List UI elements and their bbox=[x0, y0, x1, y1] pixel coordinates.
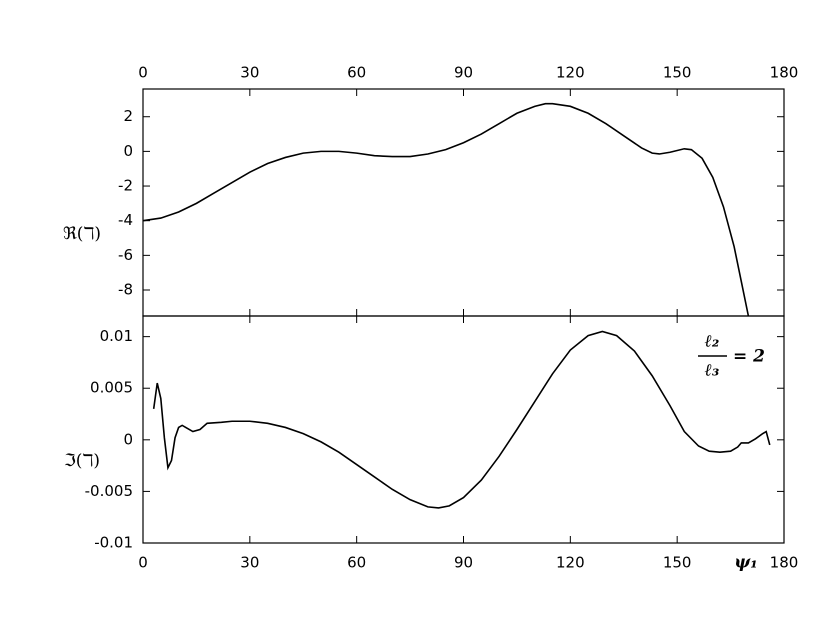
plot-frame bbox=[142, 88, 785, 317]
y-tick-label: -0.005 bbox=[85, 482, 133, 500]
x-tick-label: 90 bbox=[454, 64, 473, 82]
x-tick-label: 30 bbox=[240, 554, 259, 572]
y-tick-label: 0 bbox=[123, 142, 133, 160]
x-tick-label: 60 bbox=[347, 554, 366, 572]
line-series bbox=[142, 102, 750, 317]
plot-frame bbox=[142, 315, 785, 544]
x-tick-label: 150 bbox=[663, 554, 692, 572]
y-axis-label: ℜ(ℸ) bbox=[63, 224, 101, 244]
x-tick-label: 60 bbox=[347, 64, 366, 82]
y-tick-label: -4 bbox=[118, 211, 133, 229]
x-tick-label: 0 bbox=[138, 64, 148, 82]
x-tick-label: 90 bbox=[454, 554, 473, 572]
x-axis-label: ψ₁ bbox=[734, 553, 757, 573]
x-tick-label: 120 bbox=[556, 64, 585, 82]
x-tick-label: 0 bbox=[138, 554, 148, 572]
annotation-text: = 2 bbox=[733, 347, 765, 367]
x-tick-label: 180 bbox=[770, 554, 799, 572]
y-tick-label: -2 bbox=[118, 177, 133, 195]
line-series bbox=[152, 330, 771, 509]
y-tick-label: -0.01 bbox=[94, 534, 133, 552]
x-tick-label: 150 bbox=[663, 64, 692, 82]
x-tick-label: 180 bbox=[770, 64, 799, 82]
annotation-denominator: ℓ₃ bbox=[705, 361, 720, 381]
x-tick-label: 120 bbox=[556, 554, 585, 572]
y-tick-label: 0.01 bbox=[100, 327, 133, 345]
x-tick-label: 30 bbox=[240, 64, 259, 82]
y-axis-label: ℑ(ℸ) bbox=[64, 451, 100, 471]
y-tick-label: 0.005 bbox=[90, 379, 133, 397]
annotation-numerator: ℓ₂ bbox=[705, 332, 720, 352]
y-tick-label: 2 bbox=[123, 107, 133, 125]
y-tick-label: -8 bbox=[118, 281, 133, 299]
x-label-bg bbox=[728, 552, 764, 576]
y-tick-label: 0 bbox=[123, 430, 133, 448]
y-tick-label: -6 bbox=[118, 246, 133, 264]
